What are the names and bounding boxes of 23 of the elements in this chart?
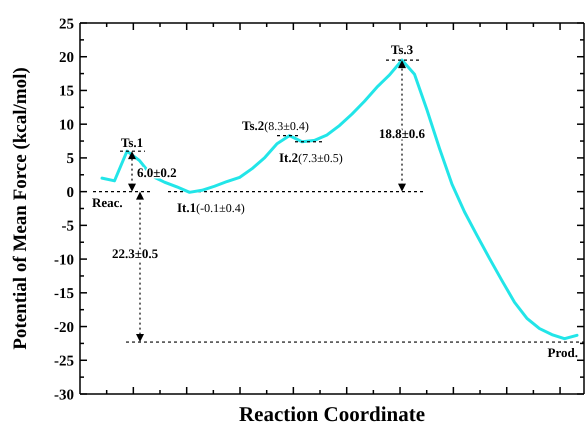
annotation: It.2(7.3±0.5) [279,150,343,165]
y-tick-label: -5 [62,218,74,235]
y-tick-label: 10 [59,117,74,134]
y-tick-label: -20 [54,320,74,336]
annotation: It.1(-0.1±0.4) [177,200,245,215]
annotation: Ts.2(8.3±0.4) [242,118,309,133]
annotation: Prod. [548,345,578,360]
x-axis-title: Reaction Coordinate [238,402,426,426]
y-axis-title: Potential of Mean Force (kcal/mol) [10,67,31,350]
y-tick-label: -10 [54,252,74,268]
y-tick-label: 25 [59,16,74,32]
y-tick-label: -30 [54,387,74,404]
annotation: Ts.3 [390,42,414,57]
annotation: 22.3±0.5 [112,246,159,261]
y-tick-label: 5 [66,151,74,168]
annotation: Ts.1 [120,135,144,150]
annotation: Reac. [92,195,123,210]
y-tick-label: -25 [54,354,74,370]
y-tick-label: -15 [54,286,74,302]
y-tick-label: 0 [66,184,74,201]
y-tick-label: 20 [59,50,74,66]
annotation: 18.8±0.6 [378,126,426,141]
y-tick-label: 15 [59,84,74,100]
